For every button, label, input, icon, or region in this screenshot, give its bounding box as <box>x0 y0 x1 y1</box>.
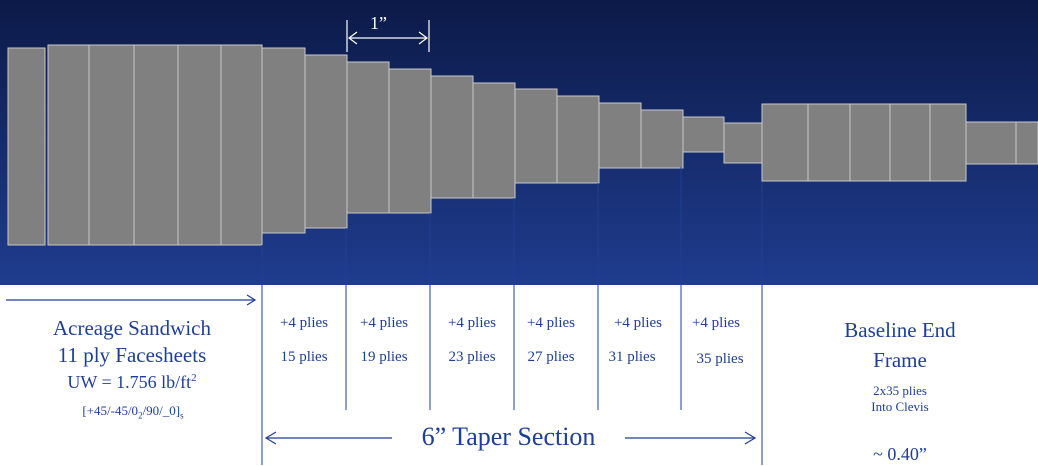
step-5-total: 31 plies <box>608 349 656 365</box>
ply-segment <box>682 116 725 153</box>
ply-segment <box>177 44 222 246</box>
ply-segment <box>761 103 809 182</box>
ply-segment <box>723 122 763 164</box>
ply-segment <box>304 54 348 229</box>
acreage-arrow <box>6 294 257 306</box>
step-2-total: 19 plies <box>360 349 408 365</box>
ply-segment <box>88 44 135 246</box>
taper-section-label: 6” Taper Section <box>421 422 596 451</box>
ply-segment <box>556 95 600 184</box>
ply-segment <box>346 61 390 214</box>
ply-segment <box>807 103 851 182</box>
acreage-unit-weight: UW = 1.756 lb/ft2 <box>0 372 264 392</box>
step-4-total: 27 plies <box>527 349 575 365</box>
ply-segment <box>261 47 306 234</box>
end-frame-into: Into Clevis <box>871 399 929 414</box>
step-5-add: +4 plies <box>613 315 663 331</box>
one-inch-label: 1” <box>370 13 387 33</box>
ply-segment <box>388 68 432 214</box>
ply-segment <box>640 109 684 169</box>
step-2-add: +4 plies <box>359 315 409 331</box>
ply-segments <box>7 44 1038 246</box>
ply-segment <box>514 88 558 184</box>
acreage-title: Acreage Sandwich <box>52 316 211 340</box>
end-frame-title-line2: Frame <box>873 348 927 372</box>
end-frame-title-line1: Baseline End <box>844 318 956 342</box>
ply-segment <box>598 102 642 169</box>
step-3-add: +4 plies <box>447 315 497 331</box>
ply-segment <box>430 75 474 199</box>
ply-segment <box>929 103 967 182</box>
end-frame-thickness: ~ 0.40” <box>873 444 927 464</box>
end-frame-plies: 2x35 plies <box>873 383 927 398</box>
ply-segment <box>47 44 90 246</box>
acreage-layup: [+45/-45/02/90/_0]s <box>0 404 266 421</box>
ply-segment <box>220 44 263 246</box>
one-inch-dimension <box>346 20 430 52</box>
step-6-total: 35 plies <box>696 351 744 367</box>
ply-segment <box>472 82 516 199</box>
layup-part-b: /90/_0] <box>142 403 181 418</box>
unit-weight-exponent: 2 <box>191 372 197 384</box>
ply-segment <box>133 44 179 246</box>
step-1-add: +4 plies <box>279 315 329 331</box>
step-boundary-lines <box>261 167 763 465</box>
ply-segment <box>1015 121 1038 165</box>
ply-segment <box>889 103 931 182</box>
step-3-total: 23 plies <box>448 349 496 365</box>
unit-weight-text: UW = 1.756 lb/ft <box>67 372 192 392</box>
acreage-facesheets: 11 ply Facesheets <box>57 343 207 367</box>
step-1-total: 15 plies <box>280 349 328 365</box>
step-6-add: +4 plies <box>691 315 741 331</box>
ply-segment <box>7 47 46 246</box>
layup-part-a: [+45/-45/0 <box>82 403 139 418</box>
ply-segment <box>849 103 891 182</box>
ply-segment <box>965 121 1017 165</box>
layup-sub-2: s <box>180 410 184 421</box>
step-4-add: +4 plies <box>526 315 576 331</box>
taper-section-arrow <box>264 431 757 445</box>
layup-sub-1: 2 <box>138 410 143 421</box>
